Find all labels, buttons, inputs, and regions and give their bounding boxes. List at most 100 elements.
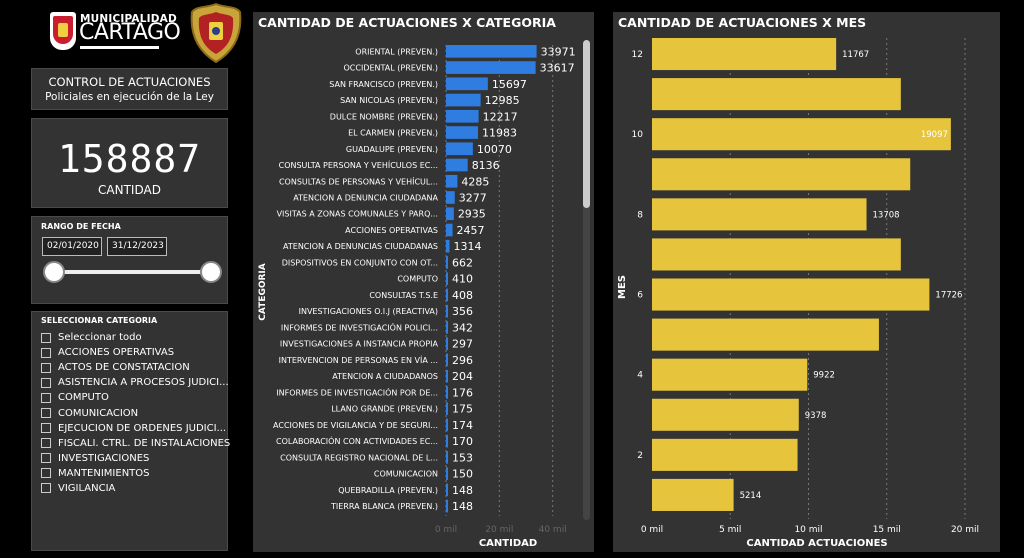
x-tick-label: 20 mil [951,525,979,535]
category-data-label: 662 [452,256,473,269]
category-option[interactable]: EJECUCION DE ORDENES JUDICI... [41,421,230,436]
category-bar [446,353,448,367]
logo-top-text: MUNICIPALIDAD [80,13,177,25]
category-chart-scrollbar[interactable] [583,40,590,520]
month-tick-label: 8 [637,210,643,220]
date-slider-track[interactable] [54,270,212,274]
category-tick-label: GUADALUPE (PREVEN.) [346,145,438,154]
checkbox-icon[interactable] [41,468,51,479]
category-tick-label: ORIENTAL (PREVEN.) [355,47,438,56]
checkbox-icon[interactable] [41,392,51,403]
category-bar [446,321,448,334]
category-option-label: ACCIONES OPERATIVAS [58,347,175,359]
month-bar [652,478,734,511]
category-bar [446,288,448,302]
category-tick-label: CONSULTA REGISTRO NACIONAL DE L... [280,453,438,462]
checkbox-icon[interactable] [41,423,51,434]
category-tick-label: VISITAS A ZONAS COMUNALES Y PARQ... [277,210,438,219]
checkbox-icon[interactable] [41,332,51,343]
category-bar [446,158,468,172]
category-bar [446,109,479,123]
month-bar [652,438,798,471]
category-slicer: SELECCIONAR CATEGORIA Seleccionar todo AC… [31,311,230,551]
x-tick-label: 20 mil [485,525,513,535]
category-bar [446,467,448,480]
category-tick-label: OCCIDENTAL (PREVEN.) [344,64,439,73]
category-data-label: 148 [452,484,473,497]
category-option[interactable]: Seleccionar todo [41,330,230,345]
category-tick-label: ACCIONES DE VIGILANCIA Y DE SEGURI... [273,421,438,430]
category-bar [446,256,448,269]
month-bar [652,358,808,391]
category-data-label: 4285 [461,175,489,188]
category-tick-label: ATENCION A DENUNCIAS CIUDADANAS [283,242,438,251]
category-option-label: ASISTENCIA A PROCESOS JUDICI... [58,377,229,389]
checkbox-icon[interactable] [41,438,51,449]
month-bar [652,118,951,151]
month-bar [652,238,901,271]
logo-underline [80,46,159,49]
category-tick-label: ACCIONES OPERATIVAS [345,226,438,235]
date-slider-start-handle[interactable] [43,261,65,283]
x-tick-label: 0 mil [435,525,457,535]
category-chart-scrollbar-thumb[interactable] [583,40,590,208]
category-bar [446,499,448,513]
category-tick-label: TIERRA BLANCA (PREVEN.) [330,502,438,511]
category-data-label: 1314 [454,240,482,253]
category-option[interactable]: ASISTENCIA A PROCESOS JUDICI... [41,375,230,390]
category-chart-title: CANTIDAD DE ACTUACIONES X CATEGORIA [258,15,556,30]
category-option-label: VIGILANCIA [58,482,116,494]
category-bar [446,239,450,253]
kpi-card: 158887 CANTIDAD [31,118,228,208]
category-data-label: 175 [452,403,473,416]
date-from-input[interactable]: 02/01/2020 [42,237,102,256]
category-data-label: 170 [452,435,473,448]
x-tick-label: 40 mil [539,525,567,535]
category-tick-label: COMPUTO [397,275,438,284]
category-bar [446,451,448,464]
category-data-label: 153 [452,451,473,464]
date-slider-end-handle[interactable] [200,261,222,283]
category-option[interactable]: MANTENIMIENTOS [41,466,230,481]
category-tick-label: CONSULTAS T.S.E [369,291,438,300]
checkbox-icon[interactable] [41,453,51,464]
checkbox-icon[interactable] [41,408,51,419]
category-data-label: 33971 [541,45,576,58]
x-tick-label: 0 mil [641,525,663,535]
month-chart-title: CANTIDAD DE ACTUACIONES X MES [618,15,867,30]
category-option[interactable]: COMPUTO [41,390,230,405]
category-option-label: ACTOS DE CONSTATACION [58,362,190,374]
category-data-label: 408 [452,289,473,302]
date-to-input[interactable]: 31/12/2023 [107,237,167,256]
category-data-label: 150 [452,468,473,481]
category-tick-label: SAN FRANCISCO (PREVEN.) [329,80,438,89]
category-bar [446,386,448,399]
category-chart-panel: CANTIDAD DE ACTUACIONES X CATEGORIA 0 mi… [253,12,594,552]
category-option[interactable]: INVESTIGACIONES [41,451,230,466]
month-bar [652,198,867,231]
category-option[interactable]: COMUNICACION [41,405,230,420]
category-bar [446,45,537,58]
category-bar [446,223,453,237]
category-bar [446,418,448,432]
checkbox-icon[interactable] [41,347,51,358]
category-slicer-title: SELECCIONAR CATEGORIA [41,316,158,325]
category-bar [446,174,458,188]
category-option[interactable]: ACCIONES OPERATIVAS [41,345,230,360]
category-tick-label: INFORMES DE INVESTIGACIÓN POLICI... [281,321,438,332]
category-bar [446,142,473,156]
month-tick-label: 6 [637,291,643,301]
category-option[interactable]: FISCALI. CTRL. DE INSTALACIONES [41,436,230,451]
checkbox-icon[interactable] [41,483,51,494]
month-data-label: 5214 [740,491,762,501]
category-option[interactable]: ACTOS DE CONSTATACION [41,360,230,375]
month-data-label: 11767 [842,50,869,60]
category-data-label: 297 [452,338,473,351]
category-option[interactable]: VIGILANCIA [41,481,230,496]
category-bar [446,61,536,74]
checkbox-icon[interactable] [41,362,51,373]
month-bar-chart: 0 mil 5 mil 10 mil 15 mil 20 mil 12 11767 10 190… [617,38,979,549]
category-data-label: 342 [452,321,473,334]
category-bar [446,304,448,318]
checkbox-icon[interactable] [41,377,51,388]
